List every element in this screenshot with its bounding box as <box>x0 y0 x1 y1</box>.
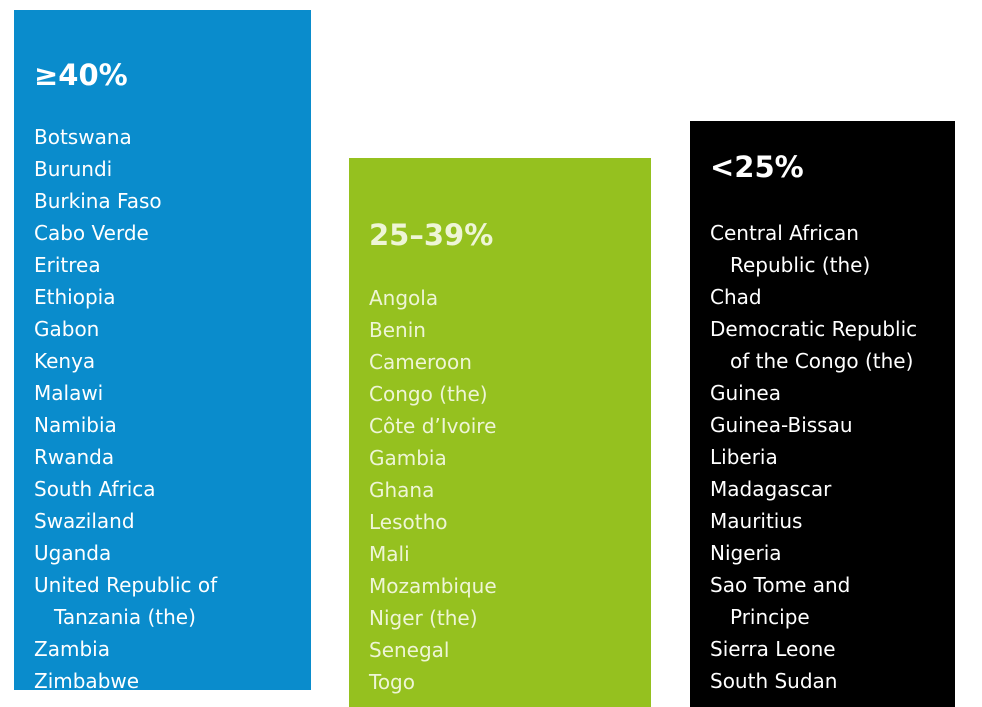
country: Gambia <box>369 446 447 470</box>
country: Sierra Leone <box>710 637 836 661</box>
country: Côte d’Ivoire <box>369 414 497 438</box>
country: Lesotho <box>369 510 448 534</box>
country: Mozambique <box>369 574 497 598</box>
country: Sao Tome and <box>710 573 851 597</box>
country: Togo <box>369 670 415 694</box>
country: Kenya <box>34 349 96 373</box>
country: of the Congo (the) <box>730 349 914 373</box>
column-heading: 25–39% <box>369 218 494 252</box>
country: Gabon <box>34 317 100 341</box>
country: Rwanda <box>34 445 115 469</box>
country: Niger (the) <box>369 606 478 630</box>
country: Burundi <box>34 157 113 181</box>
country: Angola <box>369 286 439 310</box>
country: Central African <box>710 221 859 245</box>
country: Democratic Republic <box>710 317 918 341</box>
country: United Republic of <box>34 573 218 597</box>
country: Swaziland <box>34 509 135 533</box>
country: Uganda <box>34 541 112 565</box>
country: Liberia <box>710 445 778 469</box>
column-heading: <25% <box>710 150 804 184</box>
country: Principe <box>730 605 810 629</box>
country: Mali <box>369 542 410 566</box>
country: Cabo Verde <box>34 221 149 245</box>
country: Nigeria <box>710 541 782 565</box>
country: Ethiopia <box>34 285 116 309</box>
country: Guinea <box>710 381 781 405</box>
country: Congo (the) <box>369 382 488 406</box>
country: Guinea-Bissau <box>710 413 853 437</box>
country: South Sudan <box>710 669 838 693</box>
country: Zambia <box>34 637 110 661</box>
column-mid: 25–39% Angola Benin Cameroon Congo (the) Côte… <box>349 158 651 707</box>
country: Senegal <box>369 638 450 662</box>
country: Eritrea <box>34 253 101 277</box>
country: Zimbabwe <box>34 669 140 693</box>
country: Cameroon <box>369 350 472 374</box>
country: Ghana <box>369 478 435 502</box>
country: Madagascar <box>710 477 832 501</box>
country: Malawi <box>34 381 104 405</box>
country: Republic (the) <box>730 253 871 277</box>
country: Benin <box>369 318 426 342</box>
country: Namibia <box>34 413 117 437</box>
country: South Africa <box>34 477 156 501</box>
country: Mauritius <box>710 509 803 533</box>
column-low: <25% Central African Republic (the) Chad Dem… <box>690 121 955 707</box>
country: Tanzania (the) <box>54 605 196 629</box>
country: Chad <box>710 285 762 309</box>
country: Botswana <box>34 125 132 149</box>
column-heading: ≥40% <box>34 58 128 92</box>
country: Burkina Faso <box>34 189 162 213</box>
column-high: ≥40% Botswana Burundi Burkina Faso Cabo Verd… <box>14 10 311 693</box>
